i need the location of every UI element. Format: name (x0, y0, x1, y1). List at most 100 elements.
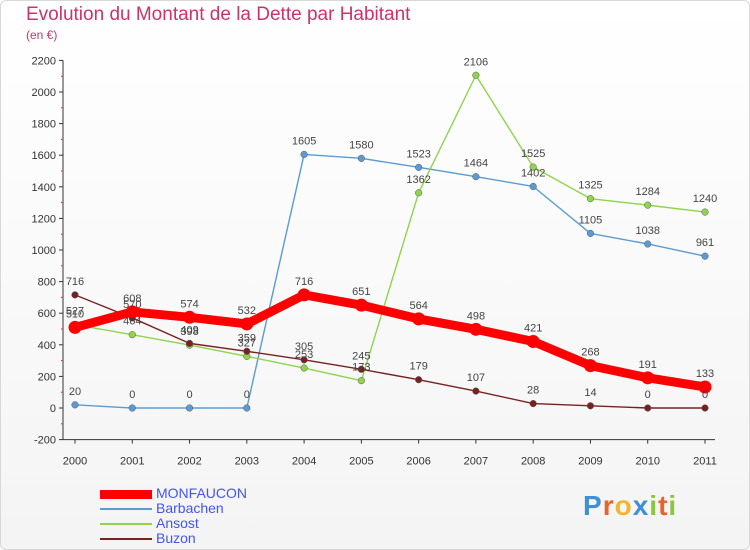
data-point-barbachen (701, 252, 709, 260)
x-tick-label: 2004 (292, 456, 316, 468)
legend-label: MONFAUCON (156, 485, 247, 501)
data-label-ansost: 1284 (635, 186, 659, 198)
data-point-ansost (357, 377, 365, 385)
data-label-monfaucon: 716 (295, 276, 313, 288)
data-label-buzon: 14 (584, 387, 596, 399)
data-point-barbachen (71, 401, 79, 409)
data-point-monfaucon (354, 298, 368, 312)
data-point-ansost (300, 364, 308, 372)
data-point-monfaucon (583, 359, 597, 373)
data-point-monfaucon (412, 312, 426, 326)
data-label-buzon: 0 (645, 389, 651, 401)
data-point-barbachen (644, 240, 652, 248)
legend-swatch (100, 489, 152, 499)
x-tick-label: 2010 (635, 456, 659, 468)
y-tick-label: 400 (38, 340, 56, 352)
data-point-ansost (701, 208, 709, 216)
series-line-monfaucon (70, 290, 710, 392)
logo-letter: i (668, 490, 678, 521)
x-tick-label: 2009 (578, 456, 602, 468)
logo-letter: x (632, 490, 650, 521)
data-point-monfaucon (297, 288, 311, 302)
data-label-monfaucon: 268 (581, 347, 599, 359)
logo-letter: P (583, 490, 603, 521)
legend-label: Buzon (156, 530, 196, 546)
axes: -200020040060080010001200140016001800200… (32, 55, 717, 467)
data-point-buzon (185, 339, 194, 347)
data-label-monfaucon: 608 (123, 293, 141, 305)
data-label-buzon: 409 (180, 324, 198, 336)
data-label-barbachen: 1605 (292, 135, 316, 147)
data-point-buzon (243, 347, 251, 355)
data-point-monfaucon (641, 371, 655, 385)
data-point-monfaucon (183, 310, 197, 324)
data-label-buzon: 0 (702, 389, 708, 401)
data-point-monfaucon (125, 305, 139, 319)
legend-swatch (100, 523, 152, 525)
logo-letter: i (649, 490, 659, 521)
data-point-buzon (472, 387, 480, 395)
y-tick-label: 1400 (32, 182, 56, 194)
data-label-ansost: 398 (180, 326, 198, 338)
data-point-barbachen (300, 150, 308, 158)
data-label-buzon: 359 (238, 332, 256, 344)
data-label-ansost: 2106 (464, 56, 488, 68)
x-tick-label: 2001 (120, 456, 144, 468)
data-point-barbachen (472, 173, 480, 181)
data-point-buzon (701, 404, 709, 412)
data-label-ansost: 1362 (406, 174, 430, 186)
data-point-buzon (586, 402, 595, 410)
data-label-barbachen: 1038 (635, 225, 659, 237)
data-label-barbachen: 961 (696, 237, 714, 249)
data-point-monfaucon (68, 320, 82, 334)
legend-label: Ansost (156, 515, 199, 531)
data-label-buzon: 28 (527, 385, 539, 397)
y-tick-label: 2200 (32, 55, 56, 67)
y-tick-label: 1800 (32, 119, 56, 131)
data-label-buzon: 305 (295, 341, 313, 353)
data-point-buzon (300, 356, 308, 364)
data-label-monfaucon: 191 (639, 359, 657, 371)
data-point-buzon (415, 376, 423, 384)
x-tick-label: 2008 (521, 456, 545, 468)
data-label-monfaucon: 421 (524, 322, 542, 334)
y-tick-label: 800 (38, 277, 56, 289)
chart-title: Evolution du Montant de la Dette par Hab… (26, 4, 411, 25)
data-label-ansost: 464 (123, 316, 141, 328)
data-label-buzon: 245 (352, 350, 370, 362)
data-point-barbachen (357, 154, 365, 162)
data-label-barbachen: 0 (129, 389, 135, 401)
y-tick-label: 1600 (32, 150, 56, 162)
data-point-ansost (529, 163, 537, 171)
data-point-ansost (644, 201, 652, 209)
data-label-ansost: 253 (295, 349, 313, 361)
data-label-monfaucon: 133 (696, 368, 714, 380)
legend-swatch (100, 508, 152, 510)
data-label-monfaucon: 532 (238, 305, 256, 317)
data-point-monfaucon (698, 380, 712, 394)
proxiti-logo: Proxiti (583, 490, 677, 522)
data-point-buzon (529, 400, 537, 408)
data-point-buzon (357, 365, 365, 373)
data-point-monfaucon (526, 334, 540, 348)
series-line-ansost (74, 74, 706, 382)
y-tick-label: 2000 (32, 87, 56, 99)
data-point-buzon (644, 404, 652, 412)
data-point-ansost (128, 331, 136, 339)
y-tick-label: 0 (50, 403, 56, 415)
x-tick-label: 2005 (349, 456, 373, 468)
y-tick-label: 200 (38, 371, 56, 383)
data-point-barbachen (185, 404, 194, 412)
data-point-ansost (586, 195, 595, 203)
data-point-ansost (415, 189, 423, 197)
x-tick-label: 2003 (235, 456, 259, 468)
y-tick-label: 1200 (32, 213, 56, 225)
x-tick-label: 2002 (177, 456, 201, 468)
chart-subtitle: (en €) (26, 28, 58, 42)
data-label-ansost: 173 (352, 362, 370, 374)
data-label-barbachen: 0 (244, 389, 250, 401)
logo-letter: o (614, 490, 633, 521)
legend-swatch (100, 538, 152, 540)
